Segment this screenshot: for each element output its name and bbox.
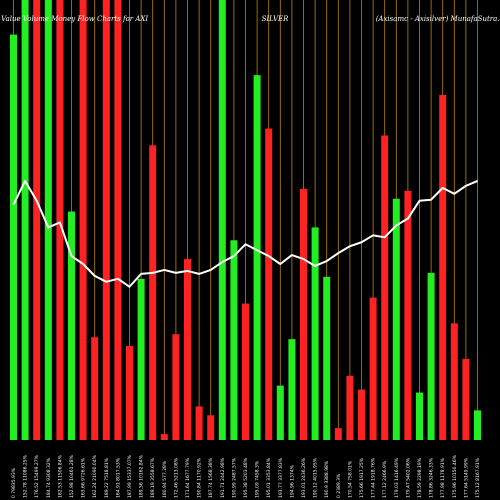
bars-group — [10, 0, 481, 441]
volume-bar — [276, 385, 284, 440]
x-tick-label: 190.84 1170.92% — [197, 457, 203, 498]
x-tick-label: 195.01 3353.84% — [266, 457, 272, 498]
x-tick-label: 195.09 7458.3% — [255, 460, 261, 498]
x-tick-labels: 0 79835.93% 152.78 11086.25% 176.52 15499.… — [11, 454, 481, 498]
volume-bar — [358, 389, 365, 440]
volume-bar — [195, 406, 203, 440]
volume-bar — [114, 0, 122, 440]
volume-bar — [160, 434, 168, 440]
volume-bar — [79, 0, 87, 440]
x-tick-label: 193.77 3377.83% — [278, 457, 284, 498]
volume-bar — [10, 34, 17, 440]
x-tick-label: 177.12 2466.9% — [382, 460, 388, 498]
x-tick-label: 190.99 2487.57% — [231, 457, 237, 498]
volume-bar — [450, 323, 458, 440]
volume-bar — [346, 375, 354, 440]
x-tick-label: 177.64 5149.99% — [463, 457, 469, 498]
x-tick-label: 178.59 2298.19% — [417, 457, 423, 498]
x-tick-label: 152.78 11086.25% — [23, 454, 29, 498]
chart-title-center: SILVER — [262, 15, 290, 23]
x-tick-label: 175.66 1917.25% — [359, 457, 365, 498]
price-line-group — [12, 179, 478, 288]
x-tick-label: 152.98 10461.28% — [69, 454, 75, 498]
x-tick-label: 195.38 5203.48% — [243, 457, 249, 498]
volume-bar — [21, 0, 29, 440]
x-tick-label: 193.01 2436.26% — [301, 457, 307, 498]
x-tick-label: 184.74 9308.32% — [46, 457, 52, 498]
volume-bar — [149, 145, 157, 440]
volume-bar — [404, 190, 412, 440]
x-tick-label: 0 2389.3% — [336, 473, 342, 498]
x-tick-label: 179.47 5402.06% — [405, 457, 411, 498]
volume-bar — [369, 297, 377, 440]
chart-title-right: (Axisamc - Axisilver) MunafaSutra.com — [376, 15, 500, 23]
volume-bar — [300, 188, 307, 440]
x-tick-label: 177.44 1918.76% — [371, 457, 377, 498]
x-tick-label: 178.86 3246.33% — [429, 457, 435, 498]
volume-bar — [172, 334, 180, 440]
chart-title-left: Munafa Value Volume Money Flow Charts fo… — [0, 15, 148, 23]
volume-bar — [439, 94, 447, 440]
volume-bar — [381, 135, 389, 440]
volume-bar — [68, 211, 75, 440]
volume-bar — [242, 303, 249, 440]
x-tick-label: 191.71 2442.98% — [220, 457, 226, 498]
volume-bar — [207, 415, 215, 440]
volume-bar — [462, 358, 470, 440]
x-tick-label: 175.12 8167.91% — [475, 457, 481, 498]
volume-bar — [126, 346, 133, 440]
x-tick-label: 175.96 10150.46% — [452, 454, 458, 498]
volume-bar — [334, 428, 342, 440]
volume-bar — [218, 0, 226, 440]
x-tick-label: 164.91 8017.53% — [115, 457, 121, 498]
volume-bar — [137, 278, 145, 440]
volume-bar — [288, 339, 296, 440]
volume-bar — [392, 198, 400, 440]
price-line — [12, 179, 478, 288]
x-tick-label: 172.46 5213.08% — [173, 457, 179, 498]
x-tick-label: 162.24 21090.04% — [92, 454, 98, 498]
volume-bar — [102, 0, 110, 440]
x-tick-label: 187.99 15337.07% — [127, 454, 133, 498]
volume-bar — [311, 227, 319, 440]
x-tick-label: 189.56 10162.84% — [139, 454, 145, 498]
x-tick-label: 170.54 758.01% — [347, 460, 353, 498]
x-tick-label: 163.66 9726.61% — [81, 457, 87, 498]
volume-bar — [230, 240, 238, 440]
x-tick-label: 194.96 1374% — [289, 464, 295, 498]
x-tick-label: 171.64 1677.79% — [185, 457, 191, 498]
x-tick-label: 179.03 1416.49% — [394, 457, 400, 498]
x-tick-label: 190.12 4015.95% — [313, 457, 319, 498]
x-tick-label: 187.74 1568.38% — [208, 457, 214, 498]
x-tick-label: 189.19 3558.67% — [150, 457, 156, 498]
volume-bar — [56, 0, 64, 440]
x-tick-label: 189.22 7518.81% — [104, 457, 110, 498]
volume-bar — [253, 75, 261, 441]
volume-bar — [323, 276, 331, 440]
x-tick-label: 180.94 577.28% — [162, 460, 168, 498]
x-tick-label: 177.98 1178.91% — [440, 457, 446, 498]
volume-bar — [474, 410, 481, 440]
x-tick-label: 0 79835.93% — [11, 467, 17, 498]
x-tick-label: 176.52 15499.27% — [34, 454, 40, 498]
volume-bar — [427, 272, 435, 440]
volume-bar — [184, 259, 191, 440]
volume-bar — [416, 392, 423, 440]
x-tick-label: 190.9 3388.98% — [324, 460, 330, 498]
volume-bar — [44, 0, 52, 440]
volume-bar — [265, 128, 273, 441]
x-tick-label: 182.53 11506.84% — [57, 454, 63, 498]
volume-bar — [91, 337, 99, 440]
volume-bar — [33, 0, 41, 440]
